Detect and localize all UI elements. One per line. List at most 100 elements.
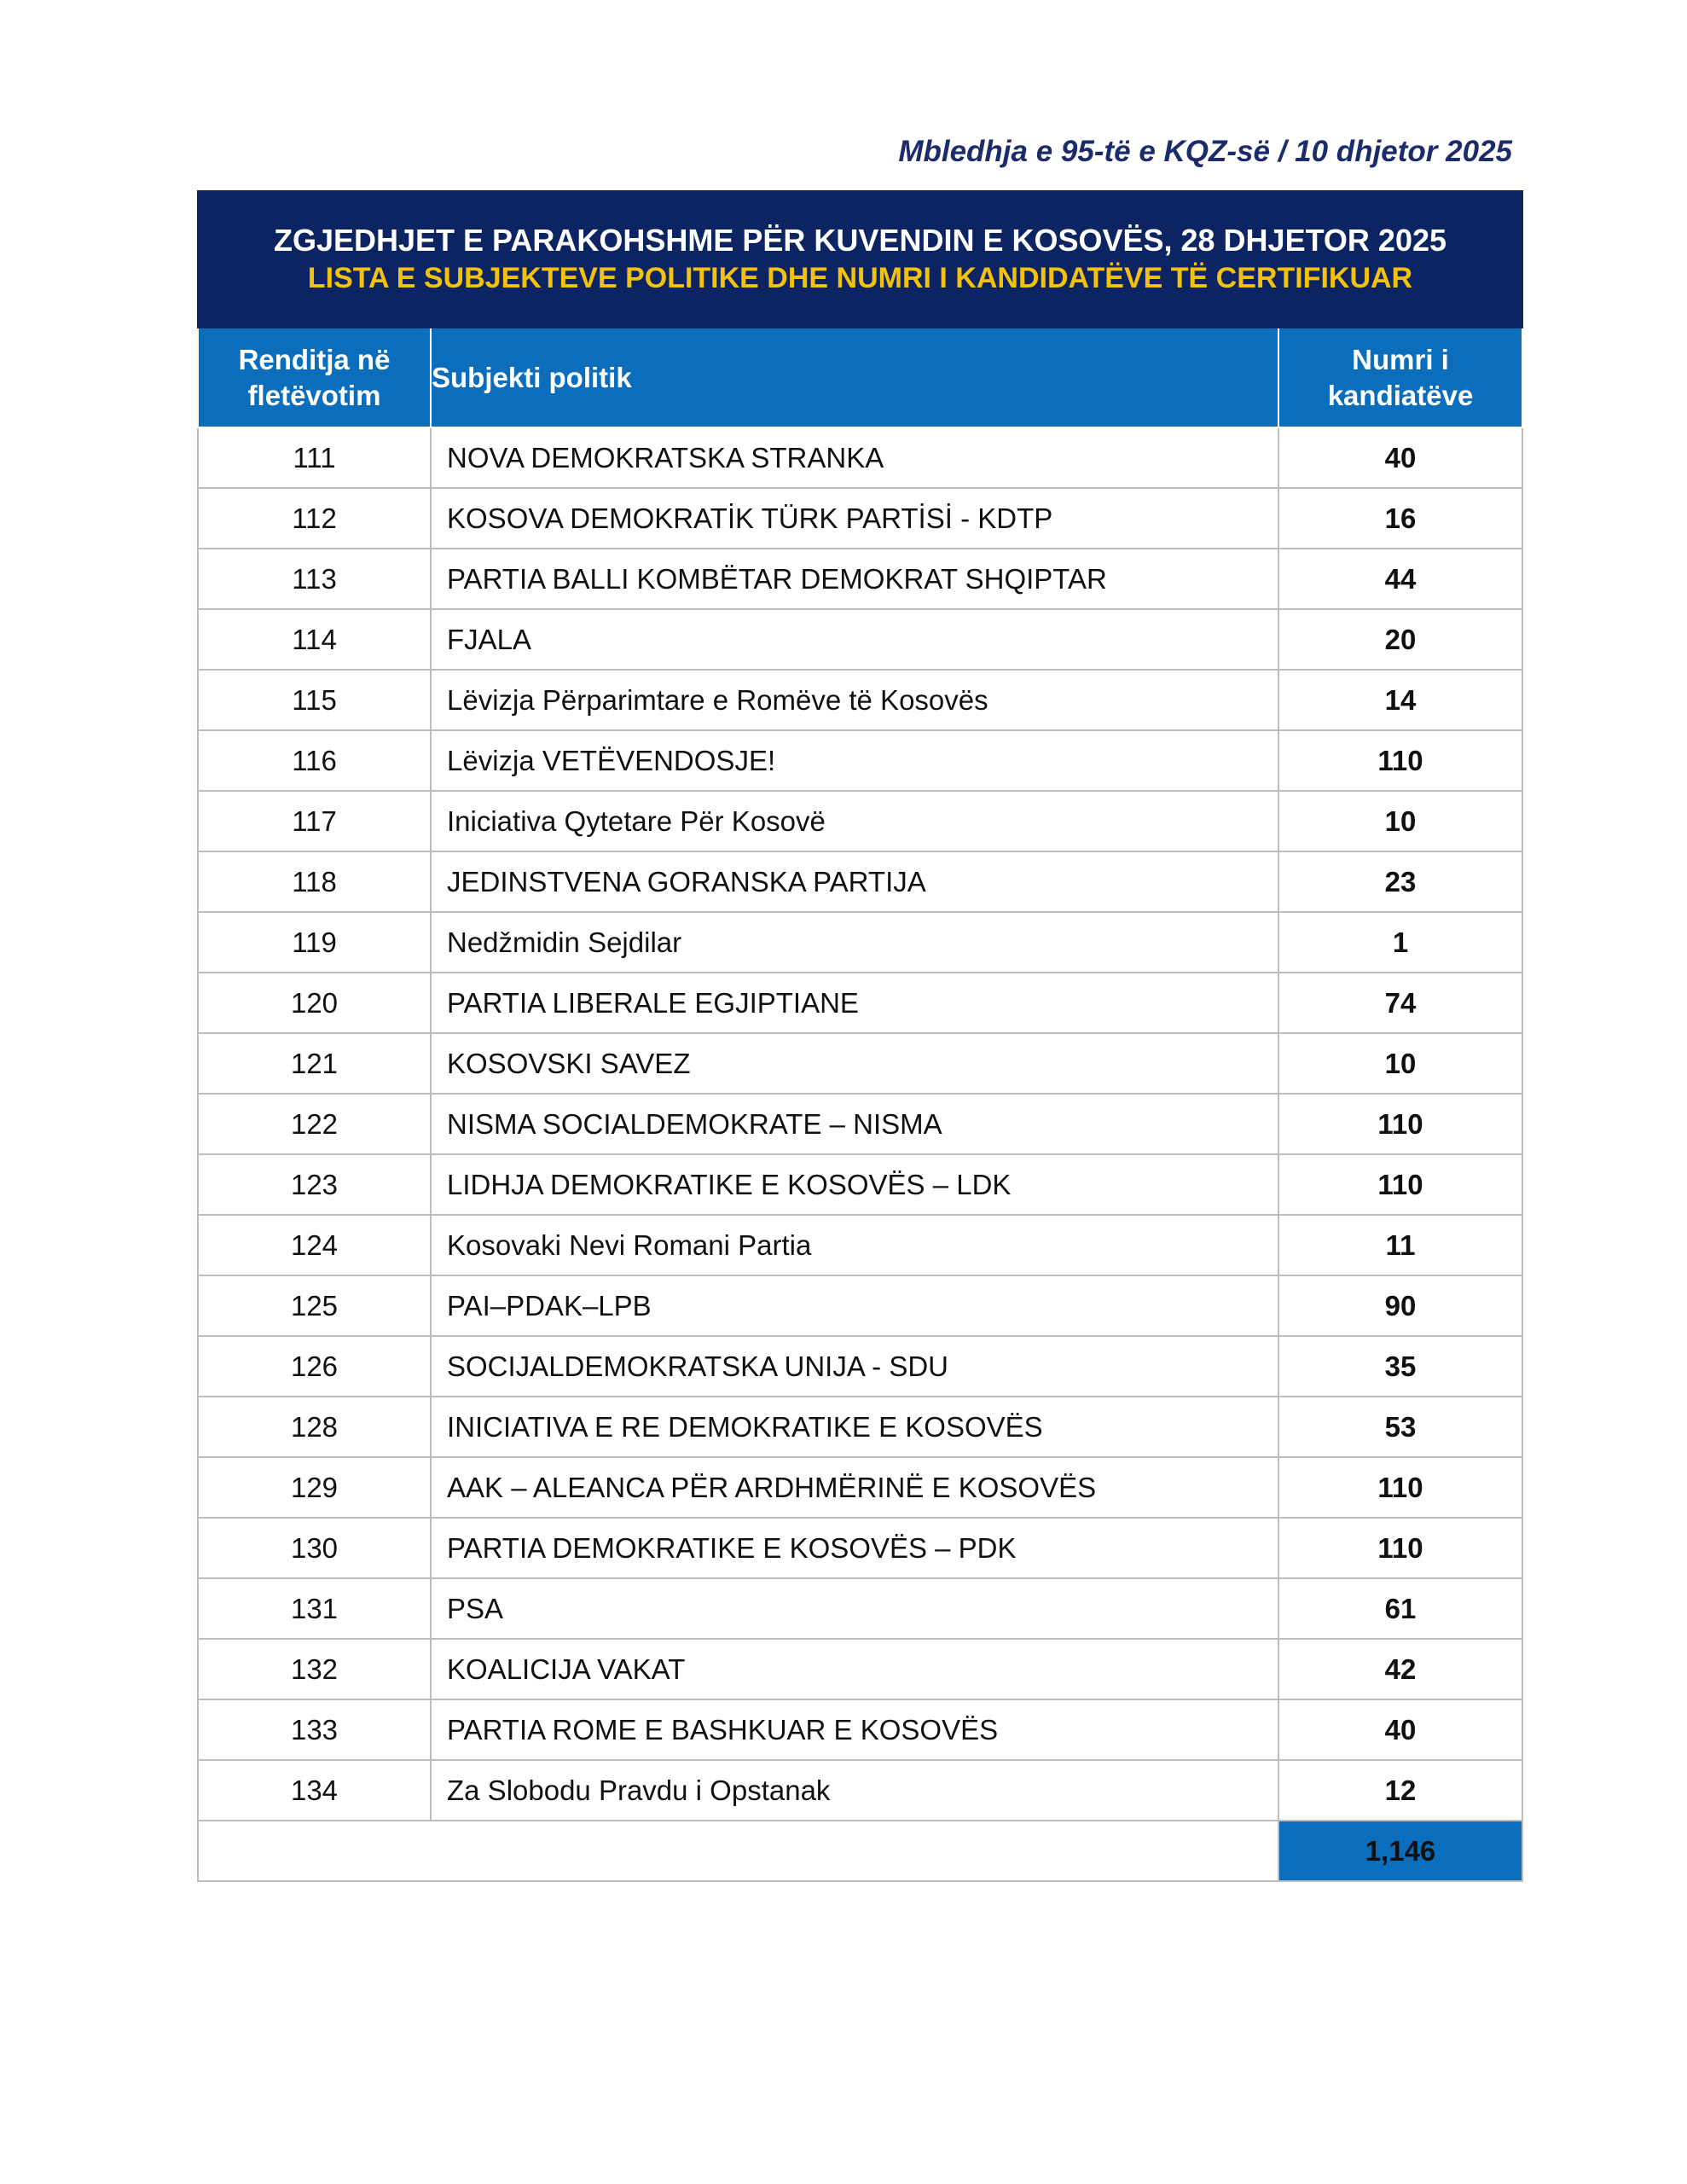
column-header: Renditja në fletëvotim: [197, 327, 432, 428]
ballot-order: 116: [197, 729, 432, 792]
party-name: Lëvizja VETËVENDOSJE!: [430, 729, 1279, 792]
candidate-count: 40: [1277, 427, 1524, 489]
party-name: NOVA DEMOKRATSKA STRANKA: [430, 427, 1279, 489]
candidate-count: 74: [1277, 972, 1524, 1034]
ballot-order: 132: [197, 1638, 432, 1700]
table-row: 126 SOCIJALDEMOKRATSKA UNIJA - SDU 35: [197, 1335, 1524, 1397]
ballot-order: 115: [197, 669, 432, 731]
table-row: 119 Nedžmidin Sejdilar 1: [197, 911, 1524, 973]
table-row: 115 Lëvizja Përparimtare e Romëve të Koso…: [197, 669, 1524, 731]
party-name: PARTIA DEMOKRATIKE E KOSOVËS – PDK: [430, 1517, 1279, 1579]
table-row: 116 Lëvizja VETËVENDOSJE! 110: [197, 729, 1524, 792]
party-name: KOSOVSKI SAVEZ: [430, 1032, 1279, 1095]
total-count: 1,146: [1277, 1820, 1524, 1882]
party-name: PARTIA BALLI KOMBËTAR DEMOKRAT SHQIPTAR: [430, 548, 1279, 610]
table-row: 114 FJALA 20: [197, 608, 1524, 671]
ballot-order: 113: [197, 548, 432, 610]
ballot-order: 119: [197, 911, 432, 973]
party-name: Kosovaki Nevi Romani Partia: [430, 1214, 1279, 1276]
party-name: Nedžmidin Sejdilar: [430, 911, 1279, 973]
column-header: Subjekti politik: [430, 327, 1279, 428]
candidate-count: 11: [1277, 1214, 1524, 1276]
ballot-order: 124: [197, 1214, 432, 1276]
ballot-order: 111: [197, 427, 432, 489]
ballot-order: 112: [197, 487, 432, 549]
meeting-header: Mbledhja e 95-të e KQZ-së / 10 dhjetor 2…: [898, 135, 1512, 168]
party-name: AAK – ALEANCA PËR ARDHMËRINË E KOSOVËS: [430, 1456, 1279, 1519]
table-row: 118 JEDINSTVENA GORANSKA PARTIJA 23: [197, 851, 1524, 913]
ballot-order: 117: [197, 790, 432, 852]
ballot-order: 126: [197, 1335, 432, 1397]
table-row: 132 KOALICIJA VAKAT 42: [197, 1638, 1524, 1700]
candidate-count: 20: [1277, 608, 1524, 671]
table-title-block: ZGJEDHJET E PARAKOHSHME PËR KUVENDIN E K…: [196, 190, 1524, 328]
ballot-order: 134: [197, 1759, 432, 1821]
table-row: 120 PARTIA LIBERALE EGJIPTIANE 74: [197, 972, 1524, 1034]
party-name: LIDHJA DEMOKRATIKE E KOSOVËS – LDK: [430, 1153, 1279, 1216]
party-name: KOSOVA DEMOKRATİK TÜRK PARTİSİ - KDTP: [430, 487, 1279, 549]
ballot-order: 128: [197, 1396, 432, 1458]
table-row: 113 PARTIA BALLI KOMBËTAR DEMOKRAT SHQIPT…: [197, 548, 1524, 610]
candidate-count: 1: [1277, 911, 1524, 973]
ballot-order: 129: [197, 1456, 432, 1519]
candidate-count: 23: [1277, 851, 1524, 913]
party-name: Za Slobodu Pravdu i Opstanak: [430, 1759, 1279, 1821]
table-row: 131 PSA 61: [197, 1577, 1524, 1640]
party-name: NISMA SOCIALDEMOKRATE – NISMA: [430, 1093, 1279, 1155]
candidate-count: 53: [1277, 1396, 1524, 1458]
table-row: 130 PARTIA DEMOKRATIKE E KOSOVËS – PDK 110: [197, 1517, 1524, 1579]
party-name: Iniciativa Qytetare Për Kosovë: [430, 790, 1279, 852]
ballot-order: 114: [197, 608, 432, 671]
ballot-order: 133: [197, 1699, 432, 1761]
ballot-order: 130: [197, 1517, 432, 1579]
candidate-count: 110: [1277, 1093, 1524, 1155]
party-name: PSA: [430, 1577, 1279, 1640]
party-name: KOALICIJA VAKAT: [430, 1638, 1279, 1700]
table-row: 122 NISMA SOCIALDEMOKRATE – NISMA 110: [197, 1093, 1524, 1155]
party-name: FJALA: [430, 608, 1279, 671]
table-row: 111 NOVA DEMOKRATSKA STRANKA 40: [197, 427, 1524, 489]
candidate-count: 14: [1277, 669, 1524, 731]
table-row: 112 KOSOVA DEMOKRATİK TÜRK PARTİSİ - KDTP…: [197, 487, 1524, 549]
ballot-order: 120: [197, 972, 432, 1034]
table-row: 128 INICIATIVA E RE DEMOKRATIKE E KOSOVËS…: [197, 1396, 1524, 1458]
candidate-count: 40: [1277, 1699, 1524, 1761]
column-header: Numri i kandiatëve: [1277, 327, 1524, 428]
ballot-order: 125: [197, 1275, 432, 1337]
table-row: 125 PAI–PDAK–LPB 90: [197, 1275, 1524, 1337]
candidate-count: 12: [1277, 1759, 1524, 1821]
table-row: 133 PARTIA ROME E BASHKUAR E KOSOVËS 40: [197, 1699, 1524, 1761]
table-row: 123 LIDHJA DEMOKRATIKE E KOSOVËS – LDK 110: [197, 1153, 1524, 1216]
candidate-count: 10: [1277, 1032, 1524, 1095]
candidate-count: 10: [1277, 790, 1524, 852]
ballot-order: 118: [197, 851, 432, 913]
candidate-count: 110: [1277, 1517, 1524, 1579]
table-row: 121 KOSOVSKI SAVEZ 10: [197, 1032, 1524, 1095]
ballot-order: 121: [197, 1032, 432, 1095]
table-title: ZGJEDHJET E PARAKOHSHME PËR KUVENDIN E K…: [274, 223, 1447, 258]
party-name: Lëvizja Përparimtare e Romëve të Kosovës: [430, 669, 1279, 731]
table-row: 117 Iniciativa Qytetare Për Kosovë 10: [197, 790, 1524, 852]
ballot-order: 123: [197, 1153, 432, 1216]
party-name: PARTIA ROME E BASHKUAR E KOSOVËS: [430, 1699, 1279, 1761]
table-body: 111 NOVA DEMOKRATSKA STRANKA 40 112 KOSOVA D…: [197, 427, 1524, 1882]
empty-cell: [197, 1820, 1279, 1882]
candidate-count: 35: [1277, 1335, 1524, 1397]
party-name: JEDINSTVENA GORANSKA PARTIJA: [430, 851, 1279, 913]
ballot-order: 122: [197, 1093, 432, 1155]
table-row: 124 Kosovaki Nevi Romani Partia 11: [197, 1214, 1524, 1276]
candidate-count: 42: [1277, 1638, 1524, 1700]
party-name: SOCIJALDEMOKRATSKA UNIJA - SDU: [430, 1335, 1279, 1397]
total-row: 1,146: [197, 1820, 1524, 1882]
candidate-count: 110: [1277, 729, 1524, 792]
table-subtitle: LISTA E SUBJEKTEVE POLITIKE DHE NUMRI I …: [307, 262, 1413, 294]
candidate-count: 44: [1277, 548, 1524, 610]
table-row: 134 Za Slobodu Pravdu i Opstanak 12: [197, 1759, 1524, 1821]
party-name: INICIATIVA E RE DEMOKRATIKE E KOSOVËS: [430, 1396, 1279, 1458]
candidate-count: 16: [1277, 487, 1524, 549]
table-row: 129 AAK – ALEANCA PËR ARDHMËRINË E KOSOVË…: [197, 1456, 1524, 1519]
candidate-count: 110: [1277, 1153, 1524, 1216]
party-name: PAI–PDAK–LPB: [430, 1275, 1279, 1337]
candidate-count: 90: [1277, 1275, 1524, 1337]
